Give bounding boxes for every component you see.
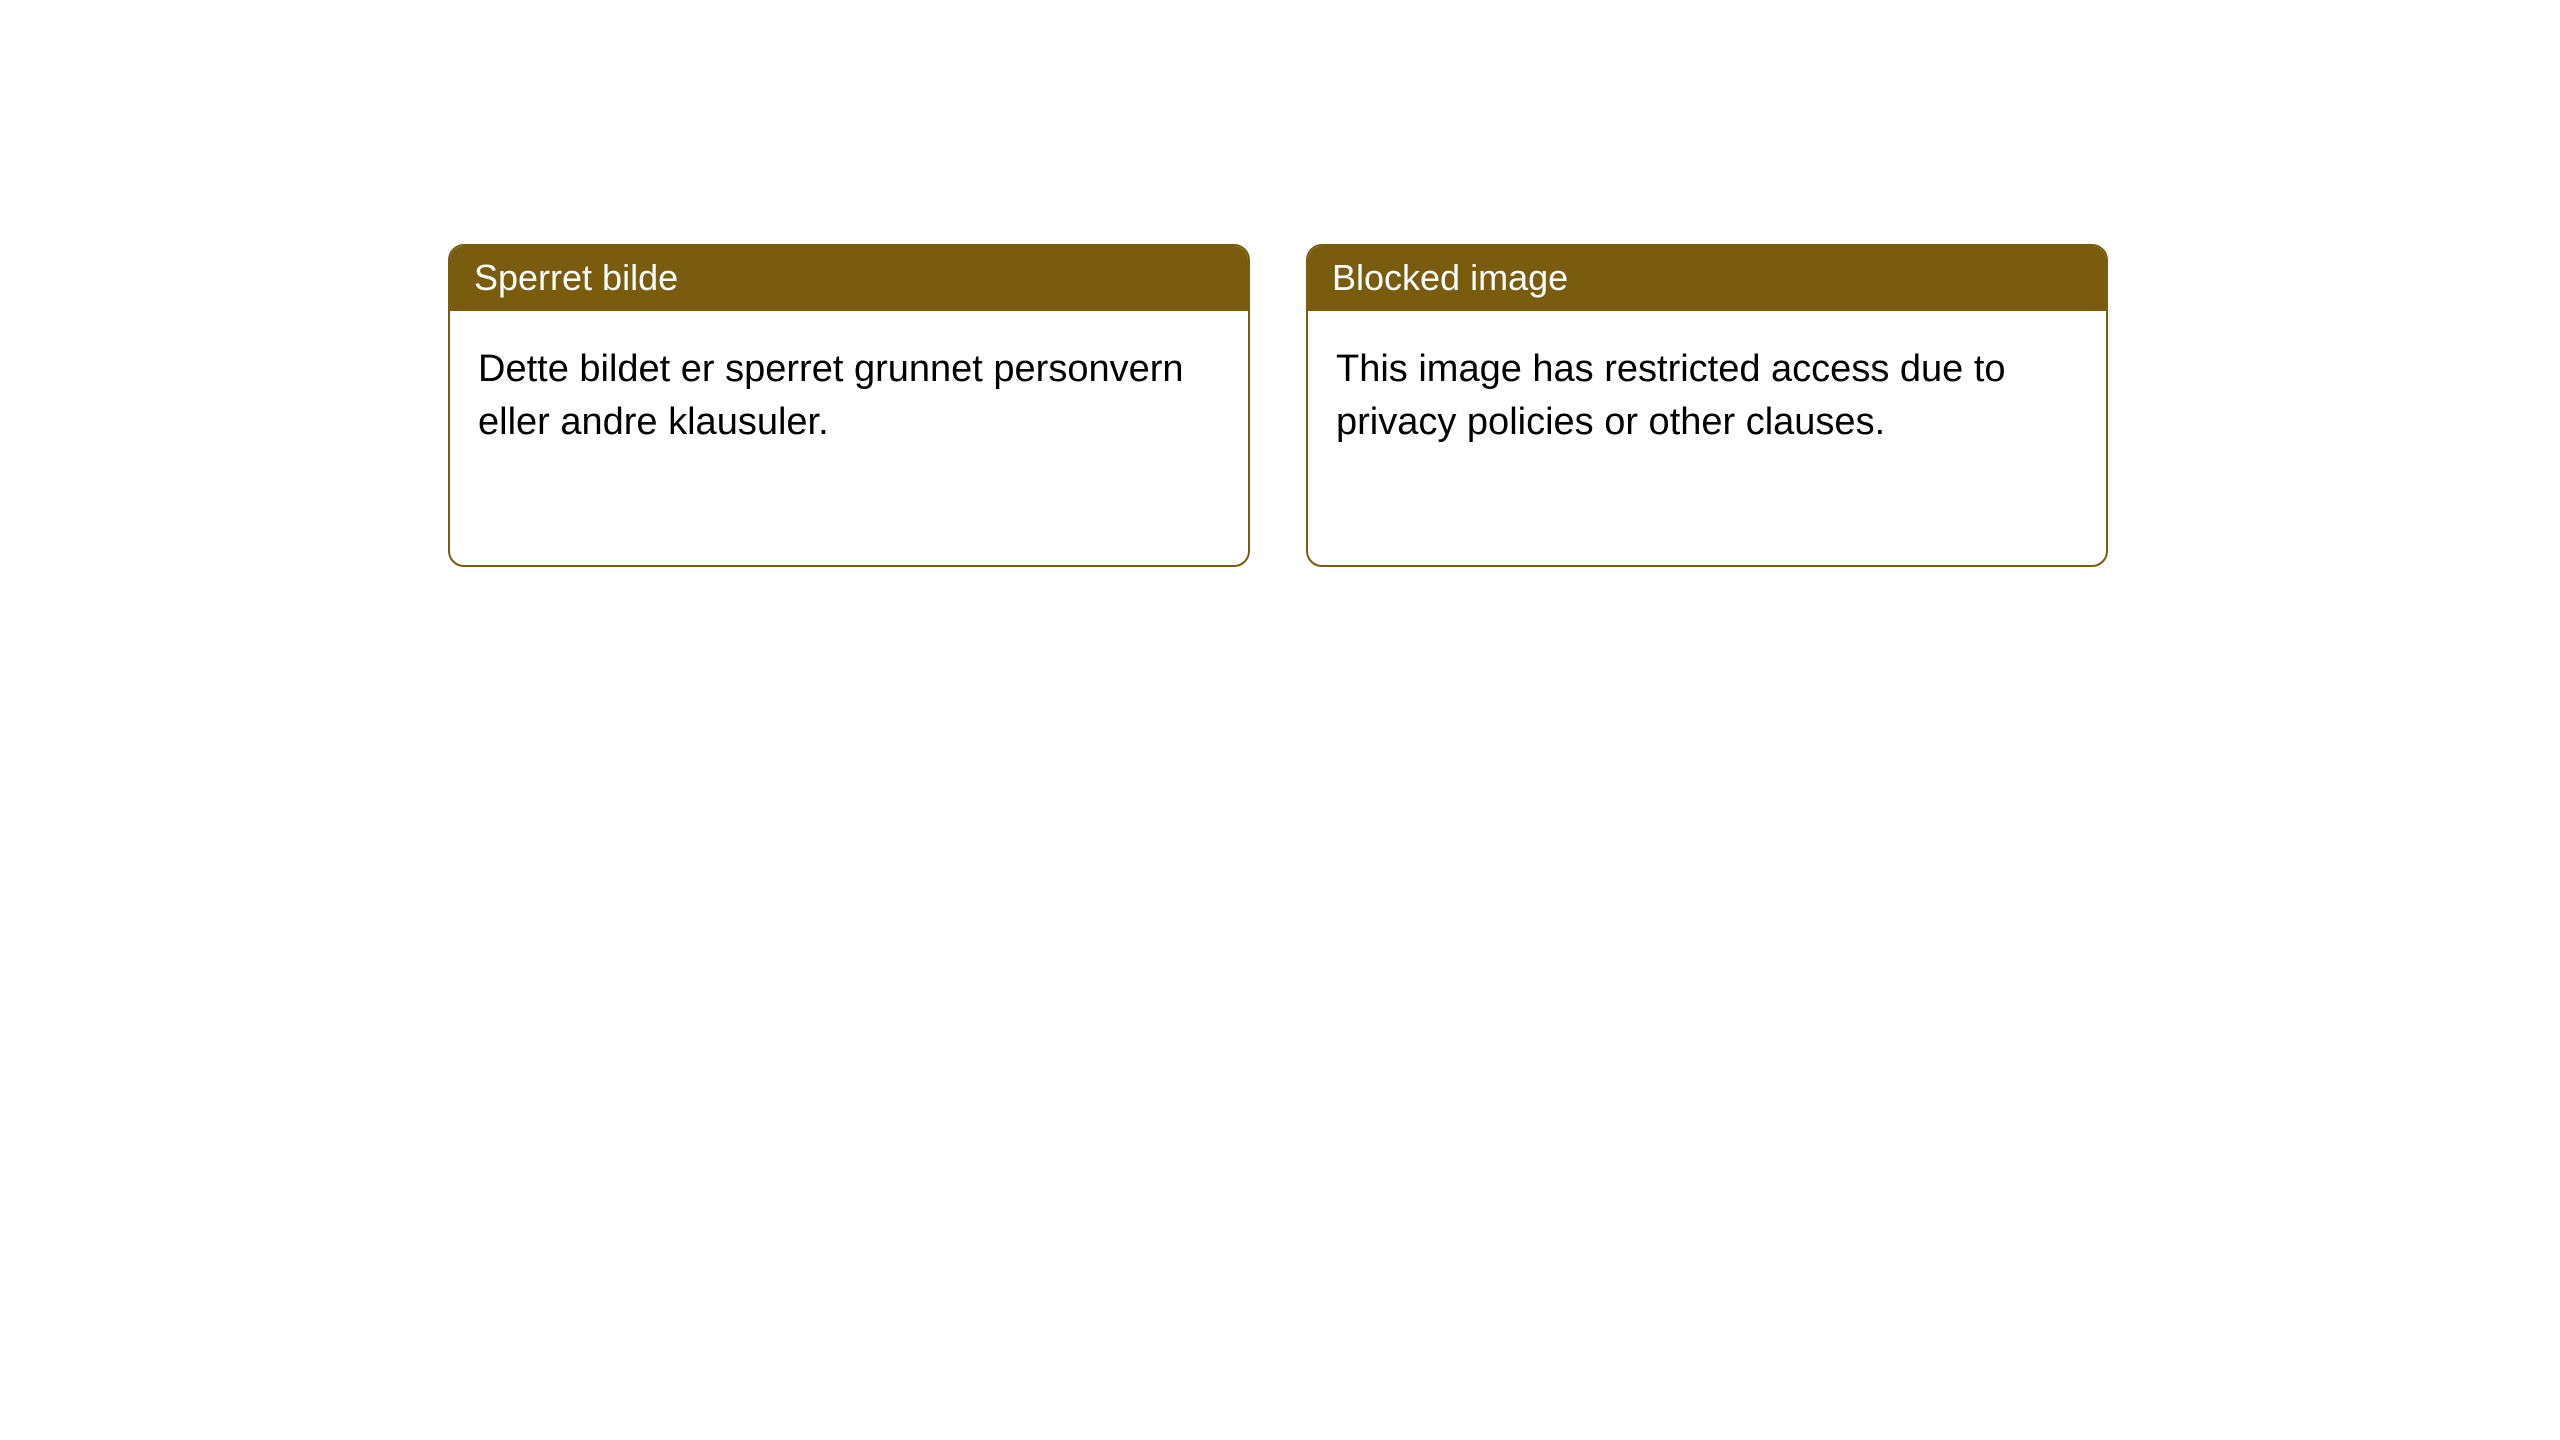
notice-body-english: This image has restricted access due to … (1308, 311, 2106, 565)
notice-text-norwegian: Dette bildet er sperret grunnet personve… (478, 343, 1220, 448)
notice-box-english: Blocked image This image has restricted … (1306, 244, 2108, 567)
notice-header-norwegian: Sperret bilde (450, 246, 1248, 311)
notice-container: Sperret bilde Dette bildet er sperret gr… (448, 244, 2108, 567)
notice-box-norwegian: Sperret bilde Dette bildet er sperret gr… (448, 244, 1250, 567)
notice-header-english: Blocked image (1308, 246, 2106, 311)
notice-body-norwegian: Dette bildet er sperret grunnet personve… (450, 311, 1248, 565)
notice-text-english: This image has restricted access due to … (1336, 343, 2078, 448)
